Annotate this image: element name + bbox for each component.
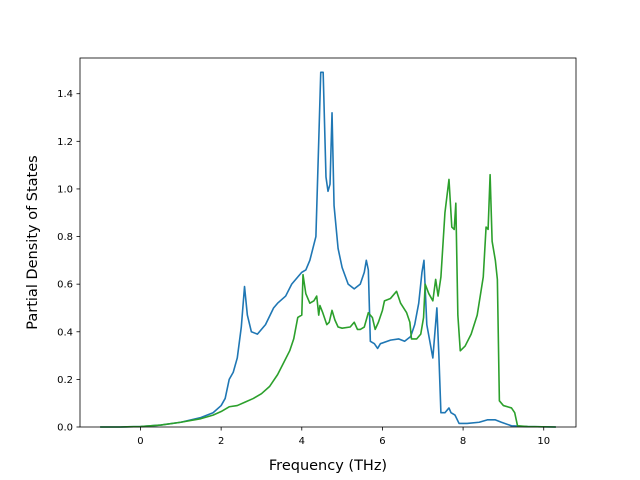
tick-layer: 0 2 4 6 8 10 0.0 0.2 0.4 0.6 0.8 1.0 1.2 1.4 bbox=[57, 89, 550, 447]
plot-frame bbox=[79, 57, 577, 428]
x-tick-label: 0 bbox=[137, 436, 143, 447]
y-tick-label: 0.6 bbox=[57, 280, 73, 291]
series-layer bbox=[100, 71, 556, 428]
x-tick-label: 6 bbox=[379, 436, 385, 447]
y-axis-label: Partial Density of States bbox=[25, 155, 41, 329]
y-tick-label: 0.8 bbox=[57, 232, 73, 243]
series-line-2 bbox=[100, 173, 556, 428]
y-tick-label: 0.4 bbox=[57, 327, 73, 338]
x-tick-label: 10 bbox=[537, 436, 550, 447]
y-tick-label: 1.4 bbox=[57, 89, 73, 100]
series-line-1 bbox=[100, 71, 556, 428]
x-tick-label: 8 bbox=[460, 436, 466, 447]
y-tick-label: 0.2 bbox=[57, 375, 73, 386]
y-tick-label: 1.2 bbox=[57, 137, 73, 148]
y-tick-label: 1.0 bbox=[57, 184, 73, 195]
x-tick-label: 2 bbox=[218, 436, 224, 447]
y-tick-label: 0.0 bbox=[57, 423, 73, 434]
x-axis-label: Frequency (THz) bbox=[269, 458, 387, 474]
x-tick-label: 4 bbox=[299, 436, 305, 447]
